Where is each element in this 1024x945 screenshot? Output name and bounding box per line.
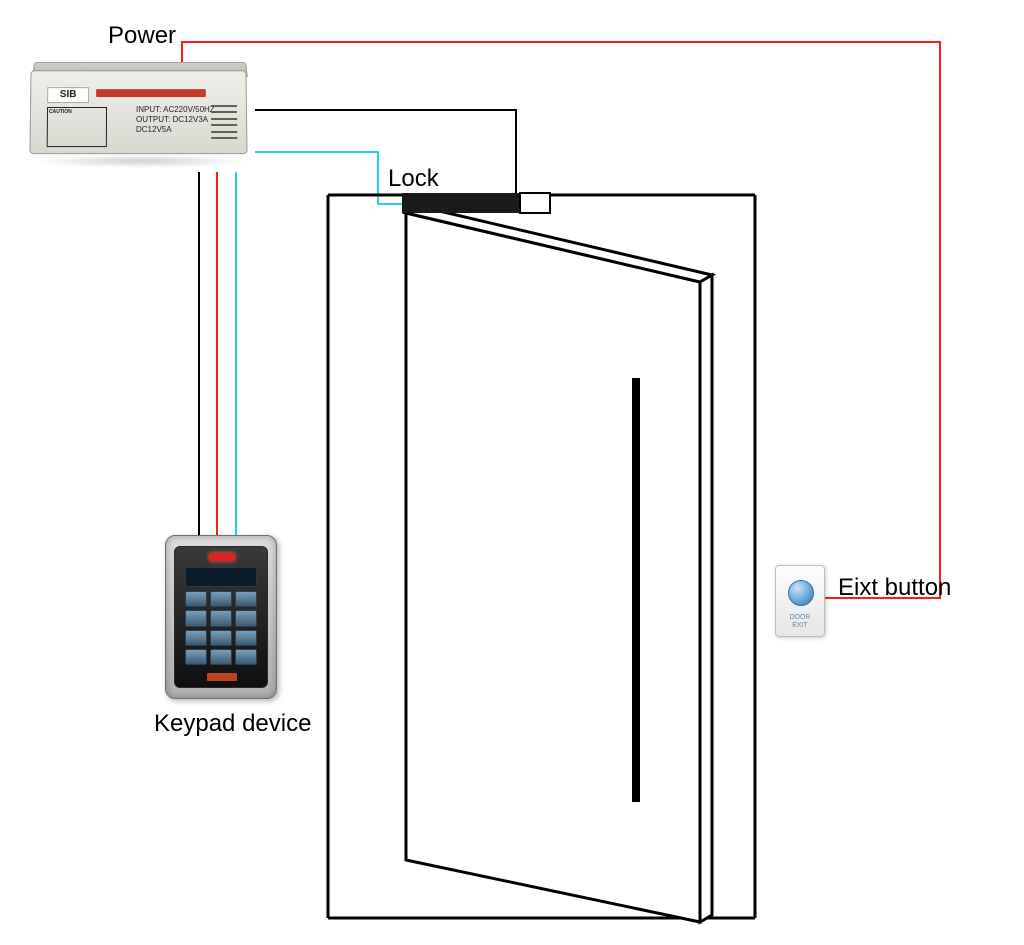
psu-specs: INPUT: AC220V/50HZ OUTPUT: DC12V3A DC12V…	[136, 105, 215, 135]
keypad-screen	[185, 567, 257, 587]
label-lock: Lock	[388, 165, 439, 193]
keypad-led	[209, 553, 235, 561]
psu-title-bar	[96, 89, 206, 97]
keypad-keys	[185, 591, 257, 665]
psu-caution: CAUTION	[47, 107, 107, 147]
label-keypad: Keypad device	[154, 710, 311, 738]
keypad-brand-tag	[207, 673, 237, 681]
exit-button-text: DOOR EXIT	[776, 614, 824, 630]
psu-vents	[211, 105, 237, 139]
label-power: Power	[108, 22, 176, 50]
exit-button-push	[788, 580, 814, 606]
diagram-canvas: SIB CAUTION INPUT: AC220V/50HZ OUTPUT: D…	[0, 0, 1024, 945]
exit-button: DOOR EXIT	[775, 565, 825, 637]
keypad-device	[165, 535, 277, 699]
psu-brand: SIB	[47, 87, 89, 103]
label-exit: Eixt button	[838, 574, 951, 602]
power-supply: SIB CAUTION INPUT: AC220V/50HZ OUTPUT: D…	[30, 62, 255, 172]
